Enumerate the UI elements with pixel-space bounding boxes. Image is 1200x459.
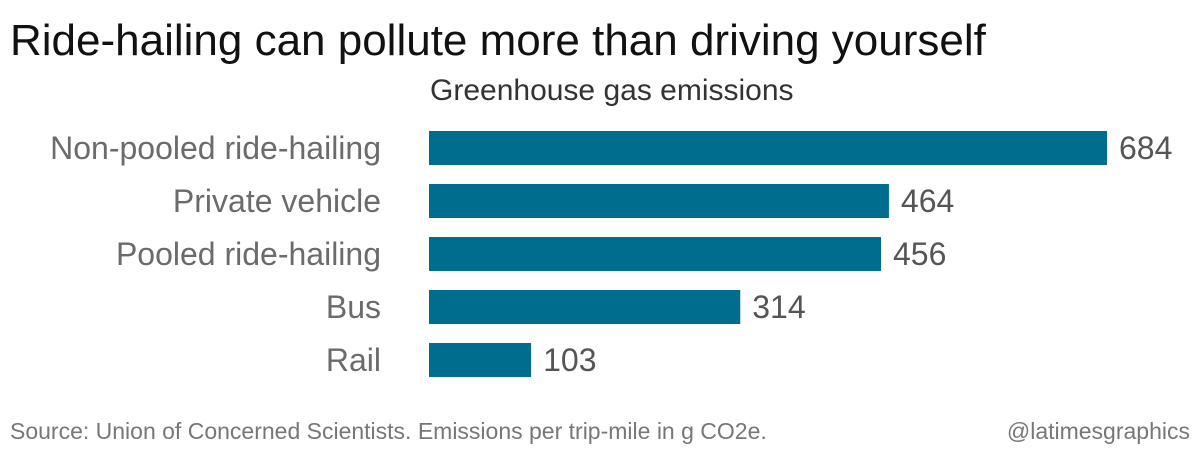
category-label: Pooled ride-hailing xyxy=(116,236,381,272)
value-label: 464 xyxy=(901,183,954,219)
category-label: Rail xyxy=(326,342,381,378)
source-note: Source: Union of Concerned Scientists. E… xyxy=(10,418,767,444)
bar xyxy=(429,237,881,271)
bar xyxy=(429,131,1107,165)
bar xyxy=(429,184,889,218)
bar xyxy=(429,290,741,324)
category-label: Private vehicle xyxy=(173,183,381,219)
chart-title: Ride-hailing can pollute more than drivi… xyxy=(10,16,986,65)
value-label: 103 xyxy=(543,342,596,378)
chart-subtitle: Greenhouse gas emissions xyxy=(430,74,794,107)
credit-label: @latimesgraphics xyxy=(1006,418,1190,444)
value-label: 314 xyxy=(752,289,805,325)
value-label: 456 xyxy=(893,236,946,272)
value-label: 684 xyxy=(1119,130,1172,166)
category-label: Non-pooled ride-hailing xyxy=(50,130,381,166)
category-label: Bus xyxy=(326,289,381,325)
bar xyxy=(429,343,532,377)
